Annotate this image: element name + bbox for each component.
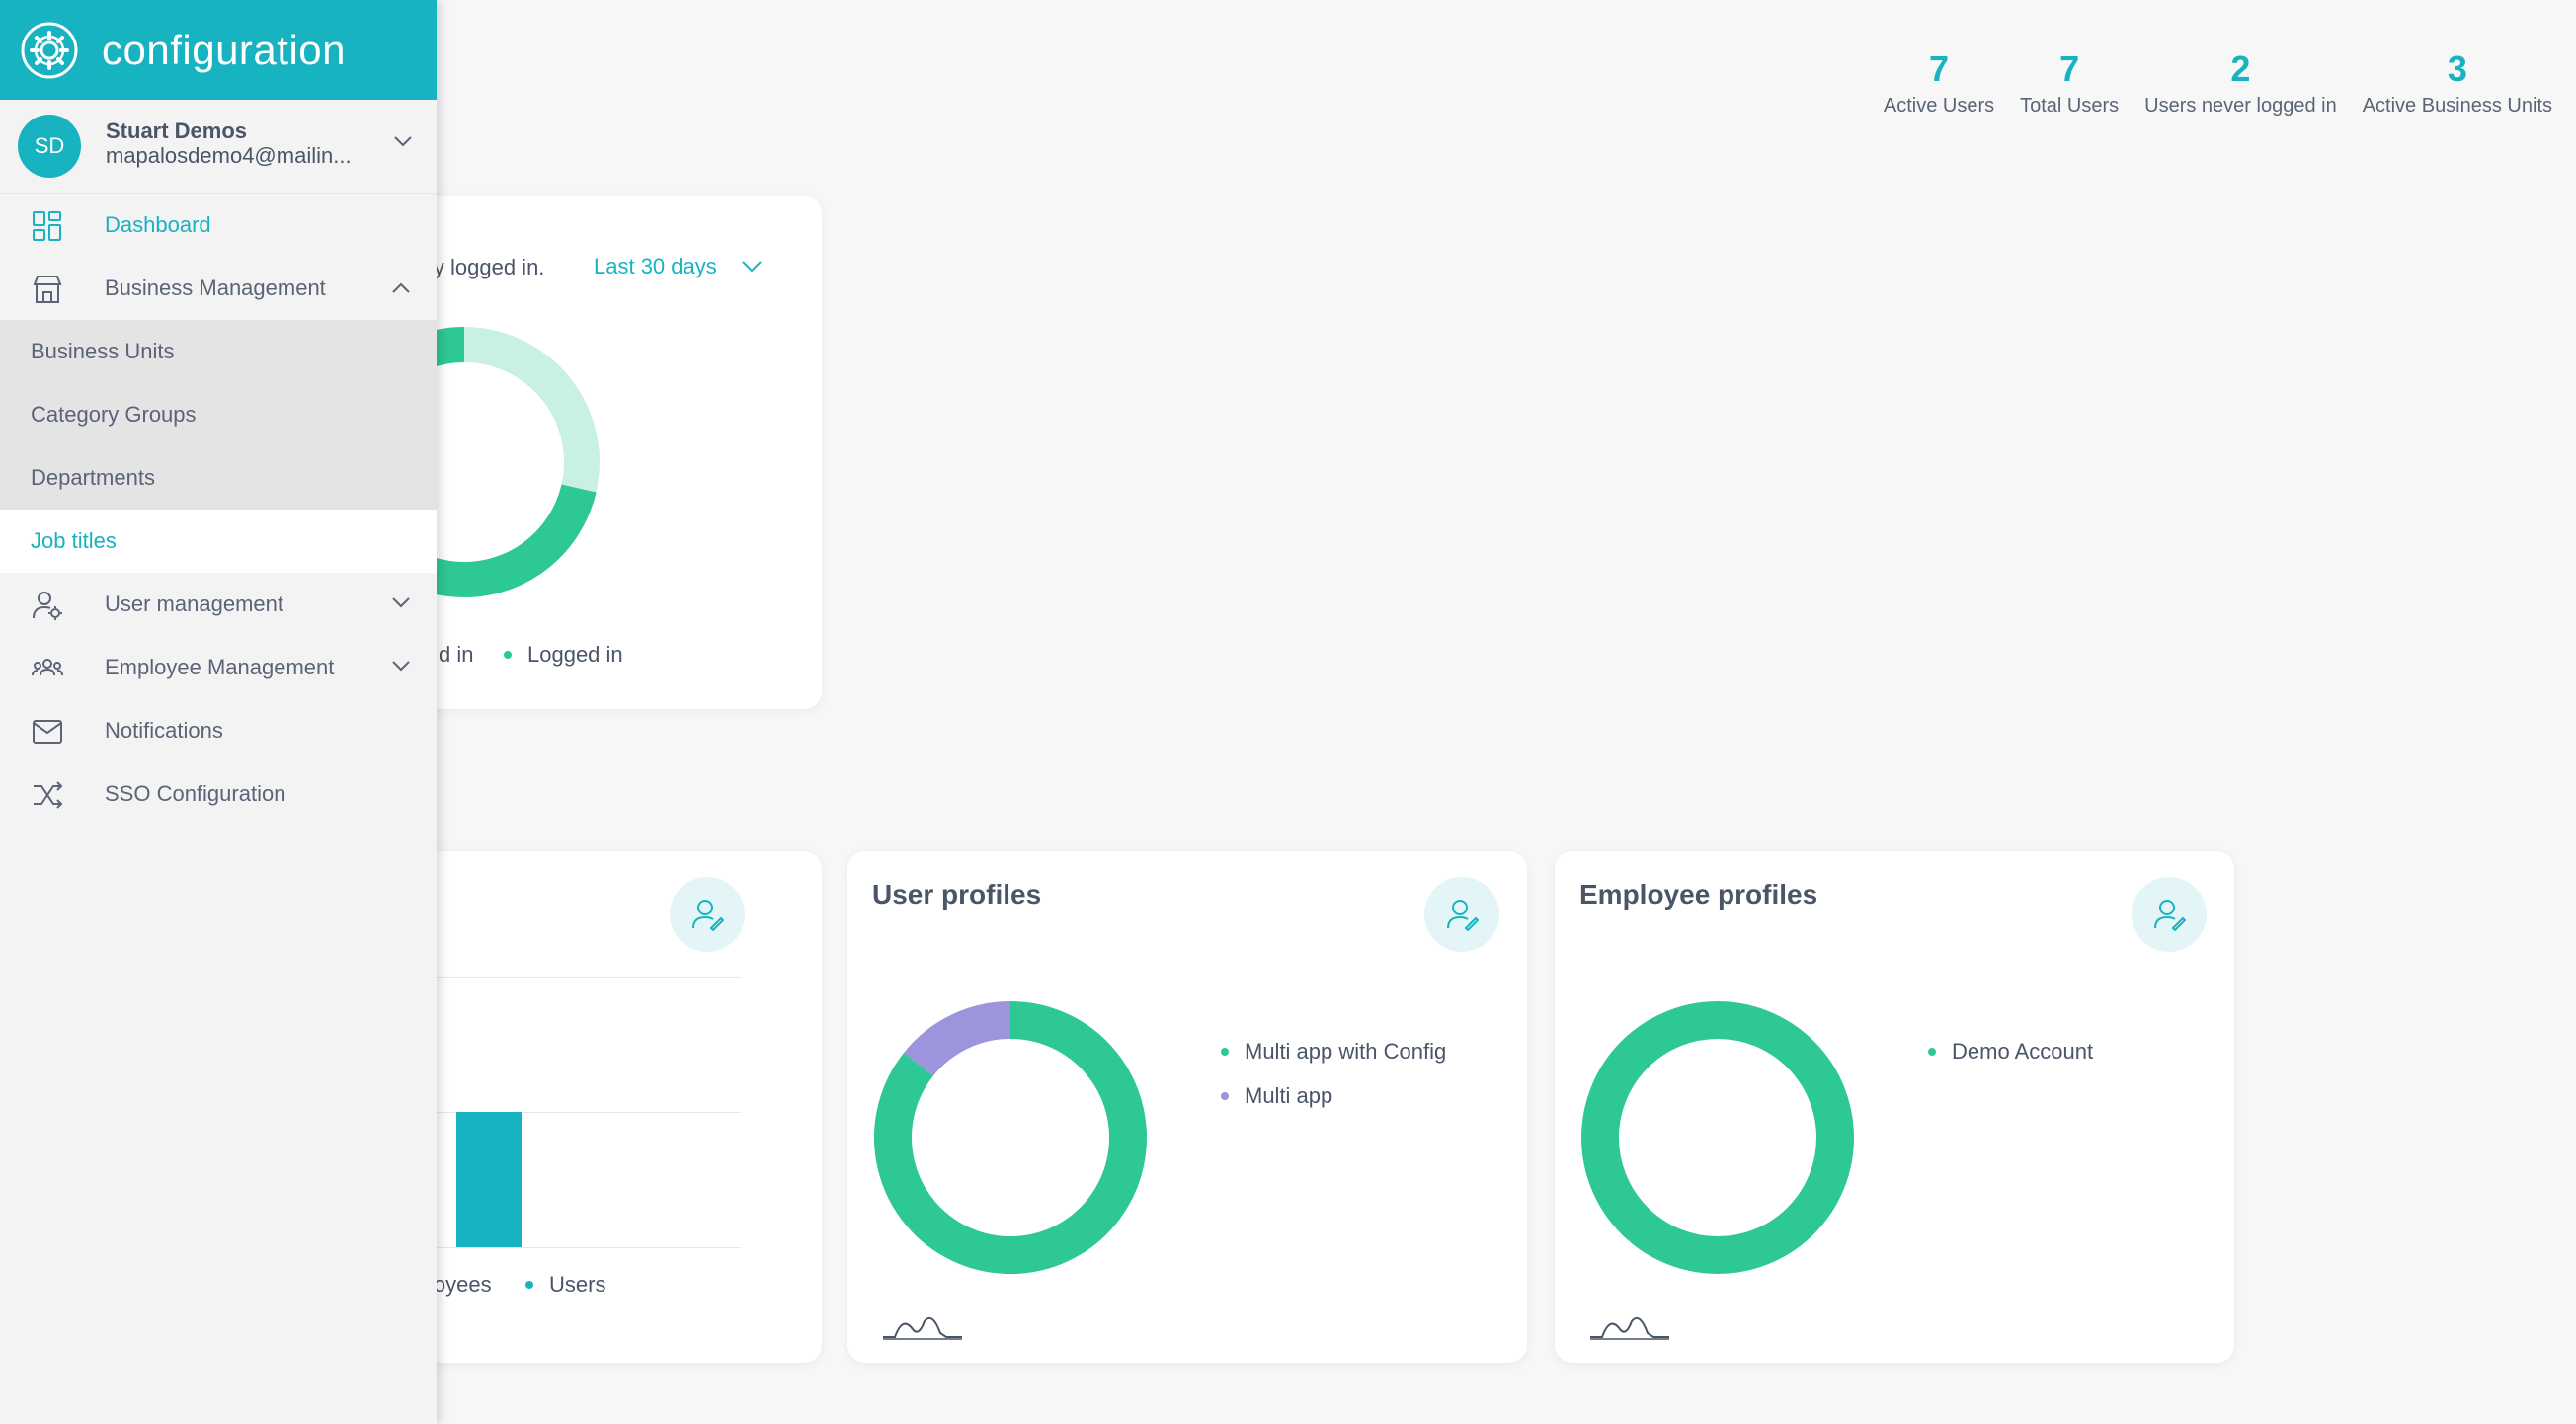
chevron-up-icon <box>392 282 410 293</box>
legend-item: d in <box>439 642 473 668</box>
sidebar-item-label: User management <box>105 592 283 616</box>
card-title: User profiles <box>872 879 1042 910</box>
period-label: Last 30 days <box>594 254 717 278</box>
legend-label: d in <box>439 642 474 667</box>
legend-label: Multi app <box>1245 1083 1333 1108</box>
sidebar-item-business-units[interactable]: Business Units <box>0 320 437 383</box>
users-group-icon <box>32 659 63 676</box>
grid-line <box>356 1112 741 1113</box>
employee-profiles-card: Employee profiles Demo Account <box>1555 851 2234 1363</box>
donut-slice <box>904 1001 1011 1077</box>
legend-label: Demo Account <box>1952 1039 2094 1064</box>
chevron-down-icon[interactable] <box>393 135 413 149</box>
sidebar-item-label: Business Management <box>105 276 326 300</box>
legend-dot <box>1221 1048 1229 1056</box>
legend-dot <box>1221 1092 1229 1100</box>
stat-label: Active Users <box>1883 95 1995 117</box>
sidebar-item-business-management[interactable]: Business Management <box>0 257 437 320</box>
sidebar-item-employee-management[interactable]: Employee Management <box>0 636 437 699</box>
card-icon <box>2132 877 2207 952</box>
stat-value: 7 <box>2059 48 2080 89</box>
stat-total-users: 7 Total Users <box>2020 47 2119 118</box>
legend-item: loyees <box>429 1272 492 1298</box>
legend-item: Demo Account <box>1928 1039 2093 1065</box>
user-profiles-donut-chart <box>874 1001 1147 1274</box>
gear-logo-icon <box>21 22 78 78</box>
sidebar-header: configuration <box>0 0 437 100</box>
legend-item: Logged in <box>504 642 623 668</box>
user-email: mapalosdemo4@mailin... <box>106 143 352 168</box>
legend-label: Multi app with Config <box>1245 1039 1447 1064</box>
stat-never-logged-in: 2 Users never logged in <box>2144 47 2337 118</box>
employee-profiles-donut-chart <box>1581 1001 1854 1274</box>
sidebar-item-label: SSO Configuration <box>105 781 286 806</box>
sidebar-item-label: Departments <box>31 465 155 490</box>
sidebar-item-label: Dashboard <box>105 212 211 237</box>
app-title: configuration <box>102 26 346 73</box>
sidebar-item-label: Business Units <box>31 339 175 363</box>
user-gear-icon <box>33 592 62 620</box>
envelope-icon <box>33 720 62 744</box>
chevron-down-icon <box>392 597 410 608</box>
stat-value: 7 <box>1928 48 1949 89</box>
stat-label: Active Business Units <box>2362 95 2552 117</box>
donut-slice <box>463 327 600 493</box>
avatar: SD <box>18 115 81 178</box>
sidebar-item-job-titles[interactable]: Job titles <box>0 510 437 573</box>
sidebar-item-label: Job titles <box>31 528 117 553</box>
stats-bar: 7 Active Users 7 Total Users 2 Users nev… <box>1884 47 2552 118</box>
chevron-down-icon <box>742 261 762 273</box>
axis-line <box>356 1247 741 1248</box>
sidebar-item-sso-configuration[interactable]: SSO Configuration <box>0 762 437 826</box>
login-card-text: ly logged in. <box>429 255 545 279</box>
legend-dot <box>504 651 512 659</box>
sidebar-item-departments[interactable]: Departments <box>0 446 437 510</box>
stat-value: 3 <box>2447 48 2467 89</box>
user-edit-icon <box>692 900 724 931</box>
stat-active-users: 7 Active Users <box>1884 47 1994 118</box>
user-profile-menu[interactable]: SD Stuart Demos mapalosdemo4@mailin... <box>0 100 437 194</box>
chart-toggle-icon[interactable] <box>881 1311 964 1341</box>
business-management-submenu: Business Units Category Groups Departmen… <box>0 320 437 573</box>
user-edit-icon <box>1447 900 1479 931</box>
legend-item: Multi app with Config <box>1221 1039 1446 1065</box>
sidebar-item-category-groups[interactable]: Category Groups <box>0 383 437 446</box>
legend-item: Multi app <box>1221 1083 1332 1109</box>
user-name: Stuart Demos <box>106 119 248 143</box>
legend-dot <box>1928 1048 1936 1056</box>
stat-label: Users never logged in <box>2144 95 2337 117</box>
dashboard-grid-icon <box>33 211 61 241</box>
legend-label: loyees <box>429 1272 492 1297</box>
card-icon <box>1424 877 1499 952</box>
donut-slice <box>1581 1001 1854 1274</box>
sidebar-item-label: Category Groups <box>31 402 197 427</box>
legend-item: Users <box>525 1272 605 1298</box>
donut-slice <box>874 1001 1147 1274</box>
sidebar-item-dashboard[interactable]: Dashboard <box>0 194 437 257</box>
user-profiles-card: User profiles Multi app with Config Mult… <box>847 851 1527 1363</box>
sidebar-item-label: Notifications <box>105 718 223 743</box>
user-edit-icon <box>2154 900 2186 931</box>
stat-value: 2 <box>2230 48 2251 89</box>
sidebar-item-user-management[interactable]: User management <box>0 573 437 636</box>
legend-label: Logged in <box>527 642 623 667</box>
stat-label: Total Users <box>2020 95 2120 117</box>
legend-dot <box>525 1281 533 1289</box>
sidebar: configuration SD Stuart Demos mapalosdem… <box>0 0 437 1424</box>
chevron-down-icon <box>392 661 410 672</box>
sidebar-item-notifications[interactable]: Notifications <box>0 699 437 762</box>
period-dropdown[interactable]: Last 30 days <box>594 254 763 279</box>
card-title: Employee profiles <box>1579 879 1818 910</box>
chart-toggle-icon[interactable] <box>1588 1311 1671 1341</box>
card-icon <box>670 877 745 952</box>
legend-label: Users <box>549 1272 606 1297</box>
store-icon <box>33 276 62 303</box>
sidebar-item-label: Employee Management <box>105 655 335 679</box>
stat-active-business-units: 3 Active Business Units <box>2363 47 2552 118</box>
shuffle-icon <box>34 781 63 809</box>
grid-line <box>356 977 741 978</box>
bar <box>456 1112 522 1247</box>
